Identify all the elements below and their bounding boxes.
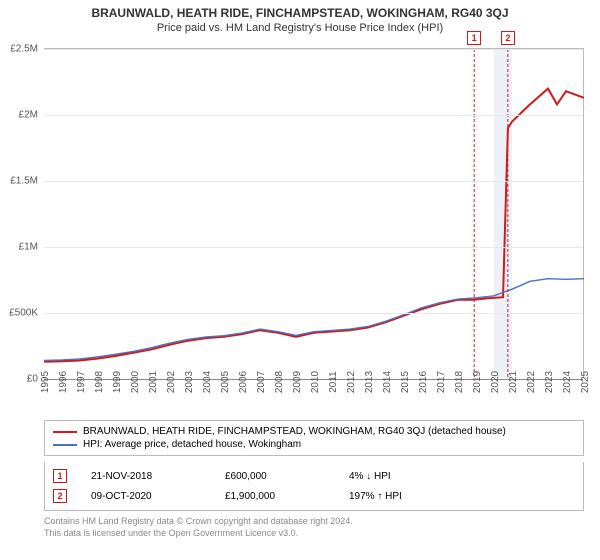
marker-label: 1 [467,31,481,45]
ytick-label: £500K [9,308,38,319]
xtick-label: 2006 [238,371,249,393]
xtick-label: 2019 [472,371,483,393]
footer: Contains HM Land Registry data © Crown c… [44,516,584,539]
legend-label: HPI: Average price, detached house, Woki… [83,439,301,450]
ytick-label: £2M [19,110,38,121]
xtick-label: 2013 [364,371,375,393]
xtick-label: 2012 [346,371,357,393]
xtick-label: 2016 [418,371,429,393]
annotation-marker: 2 [53,489,67,503]
footer-line1: Contains HM Land Registry data © Crown c… [44,516,584,528]
xtick-label: 1998 [94,371,105,393]
ytick-label: £2.5M [10,44,38,55]
ytick-label: £1.5M [10,176,38,187]
chart-area: £0£500K£1M£1.5M£2M£2.5M19951996199719981… [44,48,584,378]
gridline-h [44,313,583,314]
series-line [44,89,584,362]
xtick-label: 2017 [436,371,447,393]
annotation-pct: 197% ↑ HPI [349,491,479,502]
annotation-price: £600,000 [225,471,325,482]
ytick-label: £0 [27,374,38,385]
xtick-label: 2008 [274,371,285,393]
marker-label: 2 [501,31,515,45]
chart-title: BRAUNWALD, HEATH RIDE, FINCHAMPSTEAD, WO… [10,6,590,20]
legend-swatch [53,431,77,433]
legend-label: BRAUNWALD, HEATH RIDE, FINCHAMPSTEAD, WO… [83,426,506,437]
annotation-marker: 1 [53,469,67,483]
plot-svg [44,49,584,379]
annotation-pct: 4% ↓ HPI [349,471,479,482]
xtick-label: 2000 [130,371,141,393]
xtick-label: 1995 [40,371,51,393]
xtick-label: 2025 [580,371,591,393]
xtick-label: 2015 [400,371,411,393]
annotation-row: 1 21-NOV-2018 £600,000 4% ↓ HPI [53,466,575,486]
xtick-label: 2018 [454,371,465,393]
legend-swatch [53,444,77,446]
gridline-h [44,247,583,248]
footer-line2: This data is licensed under the Open Gov… [44,528,584,540]
xtick-label: 2001 [148,371,159,393]
legend-row: BRAUNWALD, HEATH RIDE, FINCHAMPSTEAD, WO… [53,425,575,438]
annotation-row: 2 09-OCT-2020 £1,900,000 197% ↑ HPI [53,486,575,506]
chart-container: BRAUNWALD, HEATH RIDE, FINCHAMPSTEAD, WO… [0,0,600,560]
legend: BRAUNWALD, HEATH RIDE, FINCHAMPSTEAD, WO… [44,420,584,456]
gridline-h [44,115,583,116]
annotation-table: 1 21-NOV-2018 £600,000 4% ↓ HPI 2 09-OCT-2020… [44,462,584,511]
xtick-label: 1996 [58,371,69,393]
legend-row: HPI: Average price, detached house, Woki… [53,438,575,451]
xtick-label: 2024 [562,371,573,393]
xtick-label: 2003 [184,371,195,393]
xtick-label: 2009 [292,371,303,393]
xtick-label: 2022 [526,371,537,393]
xtick-label: 2020 [490,371,501,393]
ytick-label: £1M [19,242,38,253]
xtick-label: 2014 [382,371,393,393]
xtick-label: 2007 [256,371,267,393]
xtick-label: 2011 [328,371,339,393]
xtick-label: 2023 [544,371,555,393]
xtick-label: 1999 [112,371,123,393]
xtick-label: 1997 [76,371,87,393]
annotation-date: 21-NOV-2018 [91,471,201,482]
xtick-label: 2021 [508,371,519,393]
annotation-date: 09-OCT-2020 [91,491,201,502]
annotation-price: £1,900,000 [225,491,325,502]
xtick-label: 2010 [310,371,321,393]
xtick-label: 2002 [166,371,177,393]
gridline-h [44,49,583,50]
plot-region: £0£500K£1M£1.5M£2M£2.5M19951996199719981… [44,49,583,378]
xtick-label: 2005 [220,371,231,393]
gridline-h [44,181,583,182]
xtick-label: 2004 [202,371,213,393]
